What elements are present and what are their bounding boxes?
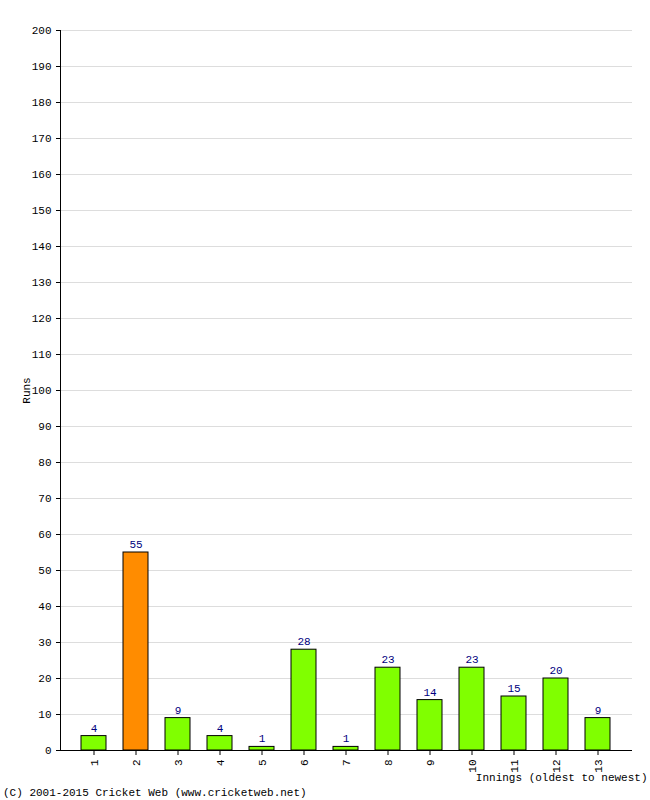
svg-text:6: 6	[299, 760, 311, 767]
svg-text:7: 7	[341, 760, 353, 767]
svg-text:23: 23	[381, 654, 394, 666]
svg-text:3: 3	[173, 760, 185, 767]
svg-text:160: 160	[32, 169, 52, 181]
svg-text:10: 10	[466, 759, 479, 773]
svg-text:4: 4	[217, 723, 224, 735]
svg-text:2: 2	[131, 760, 143, 767]
svg-text:50: 50	[38, 565, 51, 577]
svg-text:4: 4	[215, 759, 227, 766]
svg-text:190: 190	[32, 61, 52, 73]
svg-text:1: 1	[89, 759, 101, 766]
svg-text:Innings (oldest to newest): Innings (oldest to newest)	[476, 772, 648, 784]
svg-text:170: 170	[32, 133, 52, 145]
svg-text:70: 70	[38, 493, 51, 505]
svg-text:60: 60	[38, 529, 51, 541]
svg-text:90: 90	[38, 421, 51, 433]
svg-text:9: 9	[595, 705, 602, 717]
svg-text:9: 9	[175, 705, 182, 717]
svg-text:40: 40	[38, 601, 51, 613]
svg-text:200: 200	[32, 25, 52, 37]
svg-text:100: 100	[32, 385, 52, 397]
svg-text:8: 8	[383, 760, 395, 767]
svg-text:140: 140	[32, 241, 52, 253]
svg-text:110: 110	[32, 349, 52, 361]
svg-text:14: 14	[423, 687, 437, 699]
svg-text:13: 13	[592, 759, 605, 773]
svg-text:23: 23	[465, 654, 478, 666]
svg-text:15: 15	[507, 683, 520, 695]
svg-text:10: 10	[38, 709, 51, 721]
svg-text:80: 80	[38, 457, 51, 469]
svg-text:20: 20	[549, 665, 562, 677]
svg-text:130: 130	[32, 277, 52, 289]
svg-text:Runs: Runs	[21, 377, 33, 403]
svg-text:28: 28	[297, 636, 310, 648]
svg-text:20: 20	[38, 673, 51, 685]
svg-text:30: 30	[38, 637, 51, 649]
svg-text:9: 9	[425, 760, 437, 767]
svg-text:55: 55	[129, 539, 142, 551]
svg-text:5: 5	[257, 760, 269, 767]
svg-text:4: 4	[91, 723, 98, 735]
svg-text:1: 1	[259, 733, 266, 745]
svg-text:11: 11	[508, 759, 521, 773]
svg-text:1: 1	[343, 733, 350, 745]
svg-text:0: 0	[45, 745, 52, 757]
svg-text:120: 120	[32, 313, 52, 325]
svg-text:180: 180	[32, 97, 52, 109]
html-text:(C) 2001-2015 Cricket Web (www: (C) 2001-2015 Cricket Web (www.cricketwe…	[3, 787, 307, 799]
svg-text:150: 150	[32, 205, 52, 217]
svg-text:12: 12	[550, 759, 563, 773]
